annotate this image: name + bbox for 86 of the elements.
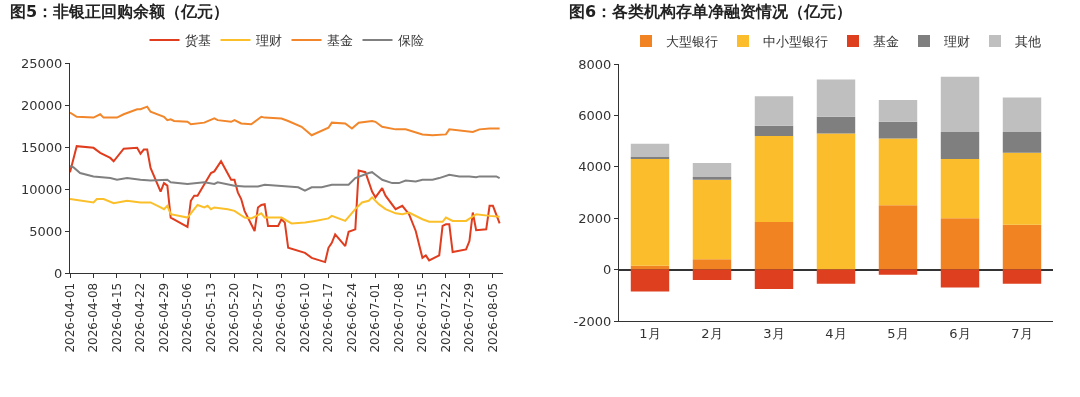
- bar: [754, 222, 794, 270]
- bar: [816, 133, 856, 270]
- bar: [630, 159, 670, 266]
- x-tick-label: 4月: [825, 325, 847, 341]
- bar: [1002, 97, 1042, 133]
- legend-label: 理财: [255, 33, 282, 49]
- y-tick-label: 5000: [29, 223, 63, 239]
- bar: [816, 116, 856, 134]
- x-tick-label: 7月: [1011, 325, 1033, 341]
- x-tick-label: 2026-04-22: [133, 282, 148, 353]
- legend-label: 基金: [873, 34, 899, 50]
- chart-title: 图6：各类机构存单净融资情况（亿元）: [569, 2, 853, 21]
- y-tick-label: -2000: [573, 313, 612, 329]
- x-tick-label: 2026-05-06: [180, 282, 195, 353]
- bar: [630, 143, 670, 157]
- y-tick-label: 6000: [578, 107, 612, 123]
- bar: [878, 205, 918, 270]
- x-tick-label: 2026-04-08: [86, 282, 101, 353]
- bar: [940, 269, 980, 288]
- legend-label: 货基: [184, 33, 211, 49]
- x-tick-label: 3月: [763, 325, 785, 341]
- x-tick-label: 2026-06-24: [344, 282, 359, 353]
- x-tick-label: 5月: [887, 325, 909, 341]
- bar: [692, 162, 732, 178]
- bar: [816, 269, 856, 284]
- y-tick-label: 4000: [578, 159, 612, 175]
- x-tick-label: 2026-07-08: [391, 282, 406, 353]
- bar: [878, 121, 918, 139]
- x-tick-label: 2026-06-17: [321, 282, 336, 353]
- x-tick-label: 2026-06-10: [297, 282, 312, 353]
- legend-label: 中小型银行: [763, 34, 828, 50]
- x-tick-label: 2026-04-29: [156, 282, 171, 353]
- bar: [692, 269, 732, 280]
- x-tick-label: 2026-07-22: [438, 282, 453, 353]
- x-tick-label: 2026-05-27: [250, 282, 265, 353]
- legend-label: 其他: [1015, 34, 1041, 50]
- bar: [1002, 269, 1042, 284]
- bar: [754, 125, 794, 136]
- y-tick-label: 15000: [21, 139, 63, 155]
- y-tick-label: 25000: [21, 55, 63, 71]
- bar: [940, 159, 980, 219]
- y-tick-label: 2000: [578, 210, 612, 226]
- bar: [940, 76, 980, 133]
- bar: [878, 99, 918, 122]
- bar: [1002, 152, 1042, 225]
- x-tick-label: 2026-08-05: [485, 282, 500, 353]
- bar: [630, 269, 670, 292]
- bar: [1002, 224, 1042, 270]
- x-tick-label: 2026-05-20: [227, 282, 242, 353]
- bar: [754, 135, 794, 223]
- x-tick-label: 2026-04-01: [62, 282, 77, 353]
- x-tick-label: 2026-07-29: [462, 282, 477, 353]
- y-tick-label: 8000: [578, 56, 612, 72]
- legend-label: 大型银行: [666, 34, 718, 50]
- y-tick-label: 0: [603, 262, 612, 278]
- bar: [630, 265, 670, 270]
- bar: [1002, 132, 1042, 153]
- legend-label: 保险: [397, 33, 424, 49]
- bar: [878, 138, 918, 206]
- x-tick-label: 6月: [949, 325, 971, 341]
- bar: [940, 132, 980, 160]
- x-tick-label: 2026-05-13: [203, 282, 218, 353]
- y-tick-label: 0: [54, 265, 63, 281]
- x-tick-label: 2026-07-01: [368, 282, 383, 353]
- bar: [754, 96, 794, 126]
- bar: [940, 218, 980, 270]
- bar: [692, 259, 732, 270]
- line-series: [70, 165, 501, 192]
- bar: [692, 179, 732, 260]
- x-tick-label: 2026-04-15: [109, 282, 124, 353]
- y-tick-label: 20000: [21, 97, 63, 113]
- bar: [816, 79, 856, 117]
- x-tick-label: 1月: [639, 325, 661, 341]
- x-tick-label: 2026-07-15: [415, 282, 430, 353]
- line-series: [70, 105, 501, 137]
- line-series: [70, 145, 501, 264]
- x-tick-label: 2月: [701, 325, 723, 341]
- chart-title: 图5：非银正回购余额（亿元）: [10, 2, 230, 21]
- legend-label: 基金: [326, 33, 353, 49]
- bar: [692, 177, 732, 180]
- legend-label: 理财: [944, 34, 970, 50]
- bar: [878, 269, 918, 275]
- y-tick-label: 10000: [21, 181, 63, 197]
- x-tick-label: 2026-06-03: [274, 282, 289, 353]
- line-series: [70, 196, 501, 225]
- bar: [754, 269, 794, 289]
